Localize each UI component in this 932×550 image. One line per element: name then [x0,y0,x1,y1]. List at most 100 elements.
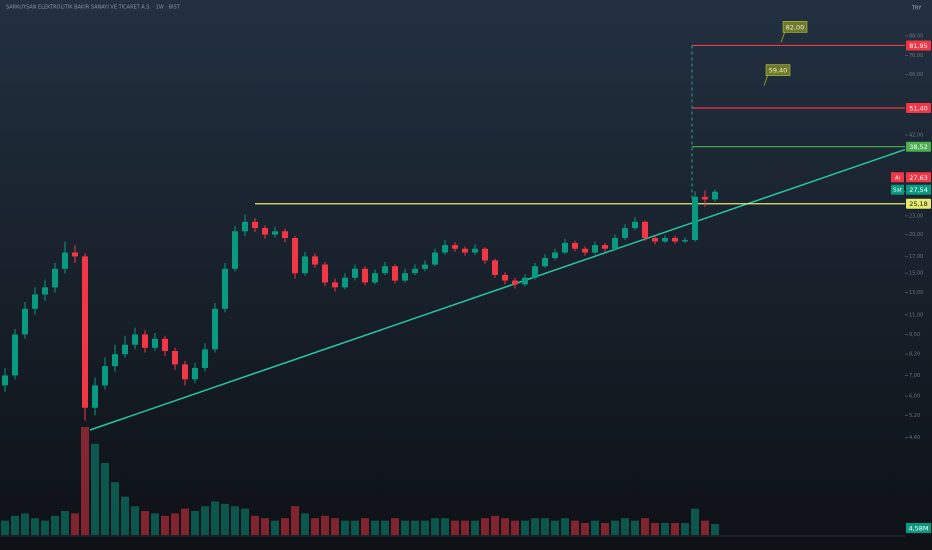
candle-body [652,238,658,242]
candle-body [162,338,168,351]
candle-body [52,268,58,288]
quote-label: 27,54 [909,186,928,194]
candle-body [42,287,48,295]
quote-tag: Sat [893,188,903,194]
volume-bar [281,518,289,535]
volume-bar [321,515,329,535]
candle-body [22,308,28,335]
candle-body [602,245,608,249]
candle-body [612,238,618,249]
candle-body [102,366,108,386]
volume-bar [681,523,689,535]
candle-body [252,221,258,229]
candle-body [32,294,38,309]
candle-body [462,248,468,253]
level-label: 81,95 [909,42,928,50]
volume-bar [211,501,219,535]
candle-body [542,257,548,267]
volume-bar [381,520,389,535]
candle-body [642,221,648,239]
candle-body [242,221,248,232]
level-badge [906,103,931,114]
volume-bar [181,508,189,535]
y-tick-label: 17,00 [909,254,923,260]
volume-bar [41,520,49,535]
volume-bar [361,518,369,535]
candle-body [82,256,88,408]
volume-bar [81,427,89,535]
candle-body [412,268,418,274]
candle-body [232,231,238,269]
candle-body [442,245,448,253]
volume-bar [371,520,379,535]
candle-body [2,375,8,386]
candle-body [622,228,628,239]
volume-bar [141,511,149,535]
candle-body [592,245,598,253]
volume-bar [491,515,499,535]
volume-bar [541,518,549,535]
volume-bar [461,520,469,535]
candle-body [142,334,148,348]
volume-bar [671,523,679,535]
y-tick-label: 8,20 [909,352,920,358]
candle-body [292,238,298,274]
candle-body [192,367,198,380]
candle-body [152,338,158,348]
volume-bar [71,513,79,535]
candle-body [312,256,318,265]
quote-tag: Al [895,175,901,181]
candle-body [362,268,368,283]
candle-body [492,260,498,275]
volume-bar [621,518,629,535]
volume-bar [241,508,249,535]
candle-body [712,191,718,200]
volume-bar [191,511,199,535]
volume-bar [231,506,239,535]
candle-body [202,349,208,368]
currency: TRY [911,6,922,12]
volume-bar [131,506,139,535]
y-tick-label: 9,50 [909,332,920,338]
candle-body [502,274,508,281]
y-tick-label: 20,00 [909,232,923,238]
candle-body [402,273,408,281]
target-pointer [763,74,769,86]
volume-bar [421,520,429,535]
candle-body [122,344,128,355]
volume-bar [171,513,179,535]
candle-body [182,364,188,380]
level-badge [906,40,931,51]
candle-body [132,334,138,345]
volume-bar [471,520,479,535]
candle-body [212,308,218,350]
candle-body [562,242,568,253]
volume-bar [291,506,299,535]
volume-bar [261,518,269,535]
volume-bar [551,520,559,535]
volume-bar [161,515,169,535]
candle-body [222,268,228,309]
candle-body [62,252,68,269]
y-tick-label: 13,00 [909,290,923,296]
candle-body [342,277,348,288]
candle-body [352,268,358,278]
y-tick-label: 88,00 [909,33,923,39]
volume-bar [441,518,449,535]
volume-bar [481,518,489,535]
volume-bar [21,513,29,535]
volume-bar [111,482,119,535]
level-label: 51,40 [909,105,928,113]
volume-bar [51,515,59,535]
y-tick-label: 15,00 [909,271,923,277]
quote-badge [906,172,931,183]
quote-badge [906,184,931,195]
candle-body [672,238,678,242]
volume-bar [531,518,539,535]
volume-bar [631,520,639,535]
y-tick-label: 76,00 [909,53,923,59]
volume-bar [411,520,419,535]
candle-body [522,277,528,285]
target-box [765,64,791,76]
